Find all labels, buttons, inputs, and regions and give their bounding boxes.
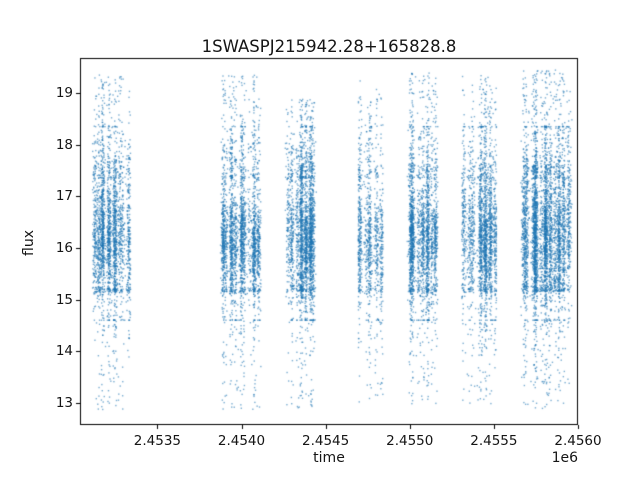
x-tick-label: 2.4545 [302,433,350,449]
x-tick-label: 2.4560 [554,433,602,449]
x-axis-label: time [313,450,345,466]
chart-title: 1SWASPJ215942.28+165828.8 [201,37,457,56]
y-tick-label: 18 [55,136,73,153]
y-tick-label: 16 [55,239,73,256]
x-tick-label: 2.4555 [470,433,518,449]
x-tick-label: 2.4535 [133,433,182,449]
x-tick-label: 2.4550 [386,433,434,449]
y-tick-label: 14 [55,343,73,360]
y-tick-label: 15 [55,291,73,308]
y-tick-label: 17 [55,188,73,205]
y-tick-label: 13 [55,394,73,411]
y-tick-label: 19 [55,85,73,102]
x-tick-label: 2.4540 [217,433,266,449]
x-axis-offset-label: 1e6 [551,450,578,466]
